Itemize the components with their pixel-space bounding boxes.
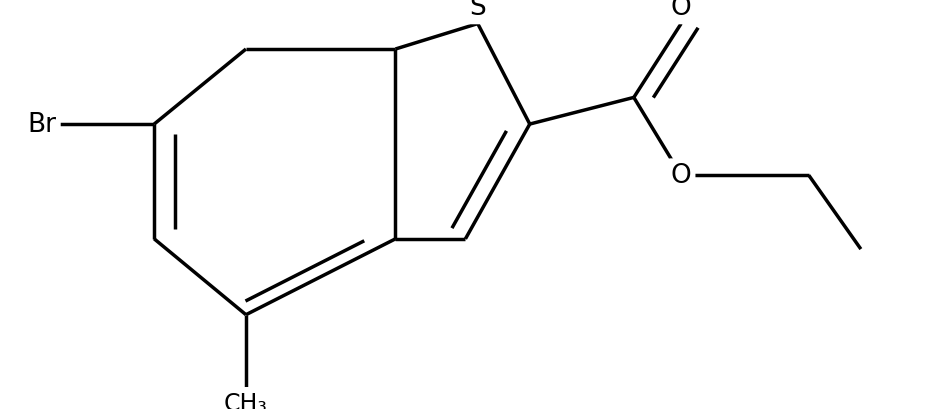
Text: O: O [671, 163, 692, 189]
Text: Br: Br [27, 112, 57, 138]
Text: S: S [469, 0, 486, 21]
Text: O: O [671, 0, 692, 21]
Text: CH₃: CH₃ [224, 391, 268, 409]
